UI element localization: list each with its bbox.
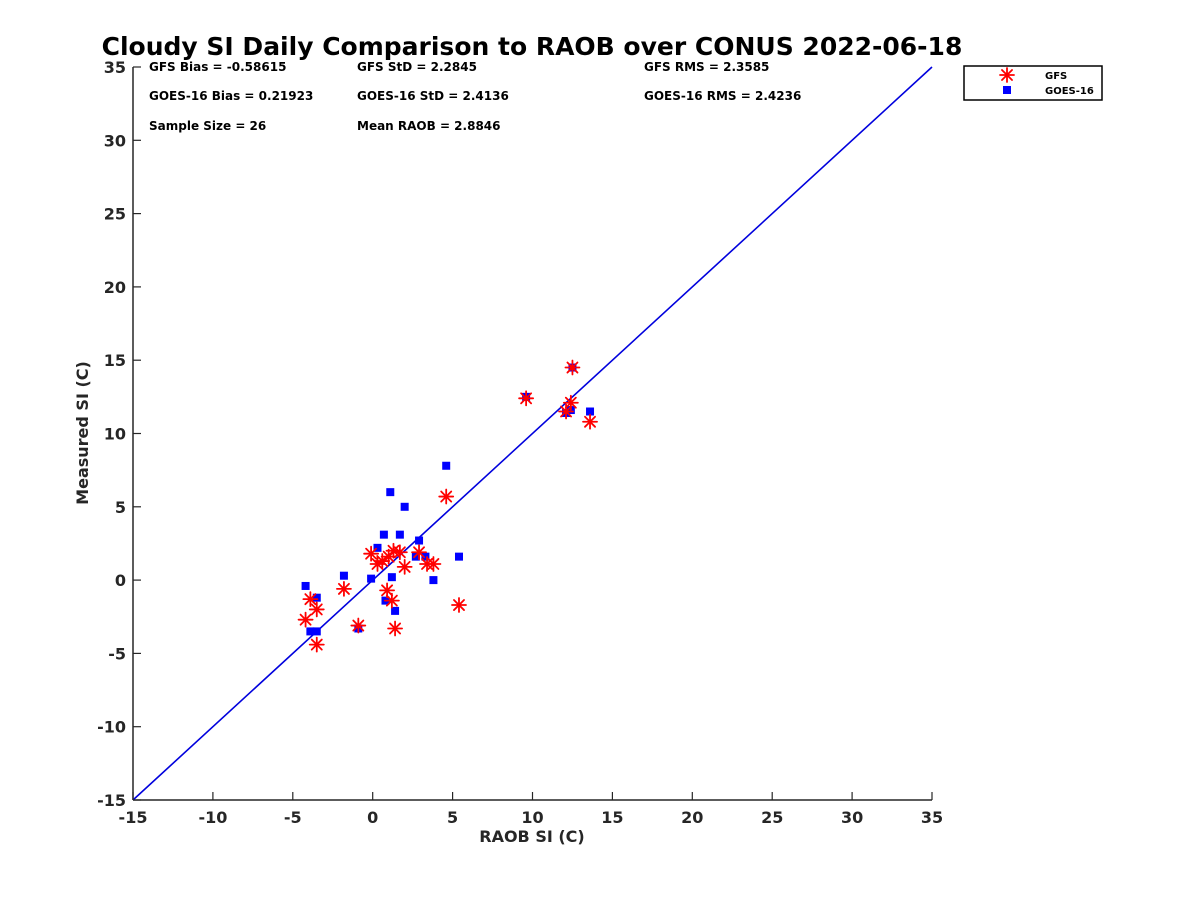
x-tick-label: 15 xyxy=(601,808,623,827)
legend-gfs-marker xyxy=(999,67,1015,83)
y-tick-label: 10 xyxy=(104,425,126,444)
gfs-point xyxy=(582,413,598,430)
x-axis-label: RAOB SI (C) xyxy=(479,827,584,846)
stat-mean-raob: Mean RAOB = 2.8846 xyxy=(357,119,501,133)
x-tick-label: 25 xyxy=(761,808,783,827)
gfs-point xyxy=(396,559,413,575)
y-tick-label: 25 xyxy=(104,205,126,224)
gfs-point xyxy=(391,544,408,561)
gfs-point xyxy=(308,636,325,653)
x-tick-label: -5 xyxy=(284,808,302,827)
gfs-point xyxy=(297,611,314,628)
x-tick-label: 35 xyxy=(921,808,943,827)
stat-goes16-bias: GOES-16 Bias = 0.21923 xyxy=(149,89,313,103)
goes16-point xyxy=(367,574,376,583)
y-tick-label: 20 xyxy=(104,278,126,297)
x-ticks: -15 -10 -5 0 5 10 15 20 25 30 35 xyxy=(119,792,943,827)
goes16-point xyxy=(400,502,409,511)
x-tick-label: 20 xyxy=(681,808,703,827)
goes16-point xyxy=(339,571,348,580)
y-axis-label: Measured SI (C) xyxy=(73,361,92,505)
legend-box xyxy=(963,65,1103,101)
y-tick-label: 30 xyxy=(104,131,126,150)
goes16-point xyxy=(391,606,400,615)
chart-title: Cloudy SI Daily Comparison to RAOB over … xyxy=(102,32,963,61)
gfs-point xyxy=(438,488,455,505)
y-tick-label: 0 xyxy=(115,571,126,590)
gfs-point xyxy=(302,591,319,608)
gfs-point xyxy=(383,592,400,609)
stat-goes16-rms: GOES-16 RMS = 2.4236 xyxy=(644,89,801,103)
gfs-point xyxy=(518,390,535,407)
goes16-point xyxy=(415,536,424,545)
gfs-point xyxy=(562,394,579,411)
gfs-point xyxy=(411,544,427,561)
goes16-point xyxy=(387,573,396,582)
gfs-point xyxy=(350,617,367,634)
goes16-point xyxy=(301,581,310,590)
goes16-point xyxy=(379,530,388,539)
legend-goes16-label: GOES-16 xyxy=(1045,86,1094,97)
statistics-annotations: GFS Bias = -0.58615 GFS StD = 2.2845 GFS… xyxy=(149,60,801,133)
y-tick-label: -15 xyxy=(97,791,126,810)
y-tick-label: 35 xyxy=(104,58,126,77)
goes16-point xyxy=(306,627,315,636)
legend-gfs-asterisk xyxy=(999,67,1015,83)
goes16-point xyxy=(312,593,321,602)
x-tick-label: -10 xyxy=(198,808,227,827)
gfs-point xyxy=(425,556,442,572)
stat-goes16-std: GOES-16 StD = 2.4136 xyxy=(357,89,509,103)
goes16-point xyxy=(386,488,395,497)
legend-gfs-label: GFS xyxy=(1045,71,1067,82)
series-gfs-points xyxy=(297,359,598,653)
goes16-point xyxy=(586,407,595,416)
goes16-point xyxy=(454,552,463,561)
goes16-point xyxy=(442,461,451,470)
legend: GFS GOES-16 xyxy=(963,65,1103,101)
goes16-point xyxy=(373,543,382,552)
stat-gfs-bias: GFS Bias = -0.58615 xyxy=(149,60,286,74)
y-tick-label: 5 xyxy=(115,498,126,517)
goes16-point xyxy=(312,627,321,636)
stat-gfs-rms: GFS RMS = 2.3585 xyxy=(644,60,769,74)
gfs-point xyxy=(387,620,403,637)
x-tick-label: 10 xyxy=(521,808,543,827)
y-tick-label: -10 xyxy=(97,718,126,737)
goes16-point xyxy=(421,552,430,561)
y-tick-label: 15 xyxy=(104,351,126,370)
one-to-one-reference-line xyxy=(132,66,933,801)
gfs-point xyxy=(374,553,391,569)
x-tick-label: 30 xyxy=(841,808,863,827)
goes16-point xyxy=(429,576,438,585)
series-goes16-points xyxy=(301,363,595,636)
goes16-point xyxy=(395,530,404,539)
gfs-point xyxy=(564,359,581,376)
gfs-point xyxy=(451,597,467,613)
x-tick-label: -15 xyxy=(119,808,148,827)
stat-gfs-std: GFS StD = 2.2845 xyxy=(357,60,477,74)
x-tick-label: 5 xyxy=(447,808,458,827)
gfs-point xyxy=(363,545,380,562)
y-ticks: -15 -10 -5 0 5 10 15 20 25 30 35 xyxy=(97,58,141,810)
gfs-point xyxy=(336,580,352,597)
legend-goes16-marker xyxy=(1003,86,1011,94)
x-tick-label: 0 xyxy=(367,808,378,827)
gfs-point xyxy=(308,601,325,618)
y-tick-label: -5 xyxy=(108,644,126,663)
stat-sample-size: Sample Size = 26 xyxy=(149,119,266,133)
